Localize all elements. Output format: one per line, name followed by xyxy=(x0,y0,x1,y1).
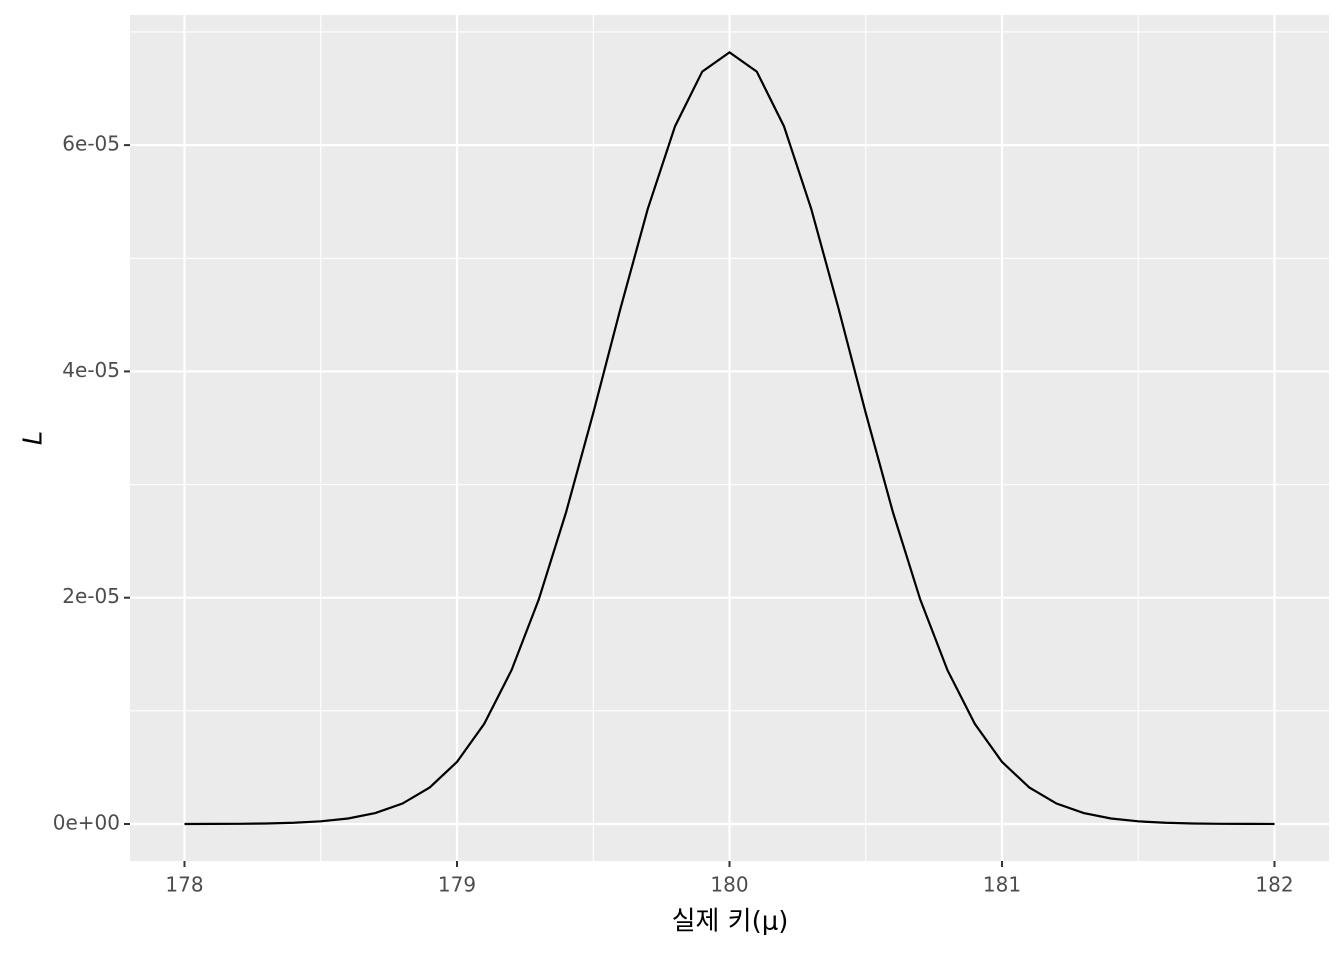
y-tick-label: 6e-05 xyxy=(62,132,120,156)
y-tick-label: 4e-05 xyxy=(62,358,120,382)
x-tick-label: 181 xyxy=(983,873,1021,897)
y-tick-label: 0e+00 xyxy=(53,811,120,835)
x-axis-label: 실제 키(μ) xyxy=(672,907,789,937)
x-tick-label: 178 xyxy=(165,873,203,897)
y-tick-label: 2e-05 xyxy=(62,584,120,608)
x-tick-label: 182 xyxy=(1255,873,1293,897)
data-line xyxy=(184,50,1275,826)
x-tick-label: 179 xyxy=(438,873,476,897)
x-tick-label: 180 xyxy=(710,873,748,897)
y-axis-label: L xyxy=(19,431,49,446)
